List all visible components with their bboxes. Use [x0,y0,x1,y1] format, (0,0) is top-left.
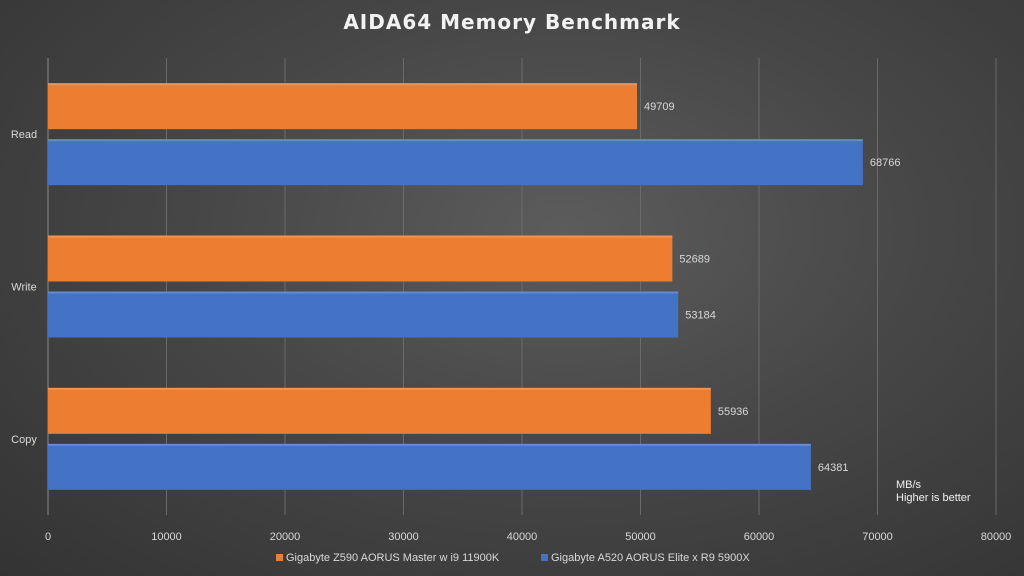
labels: 0 10000 20000 30000 40000 50000 60000 70000 8000… [11,101,1011,543]
bar [48,139,863,186]
x-tick-label: 80000 [981,531,1012,543]
bar-highlight [48,387,711,390]
bar [48,291,679,338]
x-tick-label: 40000 [507,531,538,543]
category-label: Copy [11,434,37,446]
category-label: Write [11,282,36,294]
x-tick-label: 30000 [388,531,419,543]
category-label: Read [11,129,37,141]
bar-highlight [48,235,673,238]
bar [48,235,673,282]
bar [48,387,711,434]
bar [48,443,811,490]
legend-swatch [276,554,283,561]
bars [48,83,863,490]
bar-highlight [48,291,679,294]
data-label: 52689 [679,254,710,266]
bar [48,83,638,130]
higher-better-note: Higher is better [896,492,971,504]
x-tick-label: 20000 [270,531,301,543]
unit-note: MB/s [896,479,922,491]
chart-title: AIDA64 Memory Benchmark [343,10,680,34]
x-tick-label: 50000 [625,531,656,543]
data-label: 49709 [644,101,675,113]
legend-label: Gigabyte Z590 AORUS Master w i9 11900K [286,552,500,564]
legend-swatch [541,554,548,561]
legend-label: Gigabyte A520 AORUS Elite x R9 5900X [551,552,750,564]
data-label: 53184 [685,310,716,322]
bar-highlight [48,139,863,142]
bar-highlight [48,83,638,86]
grid-lines [47,58,997,515]
x-tick-label: 0 [45,531,51,543]
x-tick-label: 60000 [744,531,775,543]
x-tick-label: 70000 [862,531,893,543]
annotations: MB/s Higher is better [896,479,971,504]
data-label: 55936 [718,406,749,418]
legend: Gigabyte Z590 AORUS Master w i9 11900K Gi… [276,552,750,564]
x-tick-label: 10000 [151,531,182,543]
data-label: 64381 [818,462,849,474]
bar-highlight [48,443,811,446]
data-label: 68766 [870,157,901,169]
